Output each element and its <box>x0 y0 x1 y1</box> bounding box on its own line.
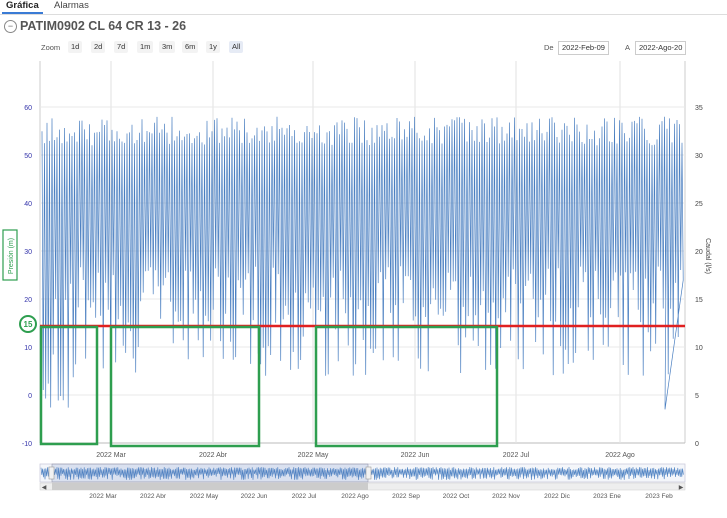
zoom-button-7d[interactable]: 7d <box>114 41 129 53</box>
zoom-button-3m[interactable]: 3m <box>159 41 176 53</box>
navigator-left-handle[interactable] <box>48 466 55 480</box>
navigator-tick: 2022 Jul <box>292 493 317 500</box>
zoom-button-2d[interactable]: 2d <box>91 41 106 53</box>
x-tick: 2022 Jun <box>401 452 430 459</box>
threshold-value: 15 <box>24 320 33 329</box>
zoom-button-1d[interactable]: 1d <box>68 41 83 53</box>
highlight-box-2 <box>109 325 261 448</box>
tab-bar: Gráfica Alarmas <box>0 0 727 15</box>
x-tick: 2022 Ago <box>605 452 635 459</box>
range-to-label: A <box>625 43 631 52</box>
navigator-tick: 2022 Sep <box>392 493 420 500</box>
right-y-tick: 0 <box>695 441 699 448</box>
zoom-label: Zoom <box>41 43 61 52</box>
right-y-tick: 30 <box>695 153 703 160</box>
left-y-tick: 40 <box>24 201 32 208</box>
range-to-input[interactable]: 2022-Ago-20 <box>635 41 687 55</box>
left-axis-label-box <box>2 229 18 281</box>
navigator-tick: 2022 May <box>190 493 219 500</box>
navigator-tick: 2022 Mar <box>89 493 117 500</box>
navigator-ticks: 2022 Mar 2022 Abr 2022 May 2022 Jun 2022… <box>89 493 673 500</box>
zoom-button-1m[interactable]: 1m <box>137 41 154 53</box>
right-y-tick: 5 <box>695 393 699 400</box>
x-ticks: 2022 Mar 2022 Abr 2022 May 2022 Jun 2022… <box>96 452 635 459</box>
navigator-tick: 2022 Nov <box>492 493 521 500</box>
highlight-box-3 <box>314 325 499 448</box>
range-from-label: De <box>544 43 554 52</box>
left-y-tick: 20 <box>24 297 32 304</box>
tab-alarmas[interactable]: Alarmas <box>54 0 89 11</box>
highlight-box-1 <box>39 325 99 446</box>
left-y-tick: 60 <box>24 105 32 112</box>
navigator-selection[interactable] <box>51 463 369 483</box>
right-axis-label: Caudal (l/s) <box>704 238 711 274</box>
title-row: − PATIM0902 CL 64 CR 13 - 26 <box>4 18 186 34</box>
left-y-tick: 10 <box>24 345 32 352</box>
navigator-tick: 2022 Dic <box>544 493 570 500</box>
right-y-tick: 15 <box>695 297 703 304</box>
left-y-tick: 0 <box>28 393 32 400</box>
navigator-series-line <box>40 466 684 481</box>
left-axis-label: Presión (m) <box>8 238 15 274</box>
x-tick: 2022 Abr <box>199 452 228 459</box>
right-y-tick: 35 <box>695 105 703 112</box>
range-from-input[interactable]: 2022-Feb-09 <box>558 41 609 55</box>
zoom-button-6m[interactable]: 6m <box>182 41 199 53</box>
right-y-ticks: 35 30 25 20 15 10 5 0 <box>695 105 703 448</box>
threshold-circle <box>19 315 37 333</box>
left-y-tick: 50 <box>24 153 32 160</box>
tab-grafica[interactable]: Gráfica <box>2 0 43 14</box>
left-y-tick: -10 <box>22 441 32 448</box>
navigator-tick: 2022 Ago <box>341 493 369 500</box>
navigator-tick: 2023 Feb <box>645 493 673 500</box>
right-y-tick: 20 <box>695 249 703 256</box>
scroll-right-arrow-icon[interactable]: ▶ <box>679 485 684 491</box>
navigator-tick: 2022 Abr <box>140 493 167 500</box>
right-y-tick: 10 <box>695 345 703 352</box>
navigator-tick: 2022 Oct <box>443 493 470 500</box>
scroll-left-arrow-icon[interactable]: ◀ <box>42 485 47 491</box>
x-tick: 2022 Mar <box>96 452 126 459</box>
scrollbar-thumb[interactable] <box>52 483 368 490</box>
right-y-tick: 25 <box>695 201 703 208</box>
left-y-tick: 30 <box>24 249 32 256</box>
x-tick: 2022 May <box>298 452 329 459</box>
zoom-button-all[interactable]: All <box>229 41 244 53</box>
zoom-button-1y[interactable]: 1y <box>206 41 220 53</box>
x-tick: 2022 Jul <box>503 452 530 459</box>
navigator-right-handle[interactable] <box>365 466 372 480</box>
collapse-icon[interactable]: − <box>4 19 17 33</box>
left-y-ticks: 60 50 40 30 20 10 0 -10 <box>22 105 32 448</box>
page-title: PATIM0902 CL 64 CR 13 - 26 <box>20 19 187 33</box>
navigator-tick: 2023 Ene <box>593 493 621 500</box>
navigator-tick: 2022 Jun <box>241 493 268 500</box>
series-pressure-line <box>41 116 684 410</box>
